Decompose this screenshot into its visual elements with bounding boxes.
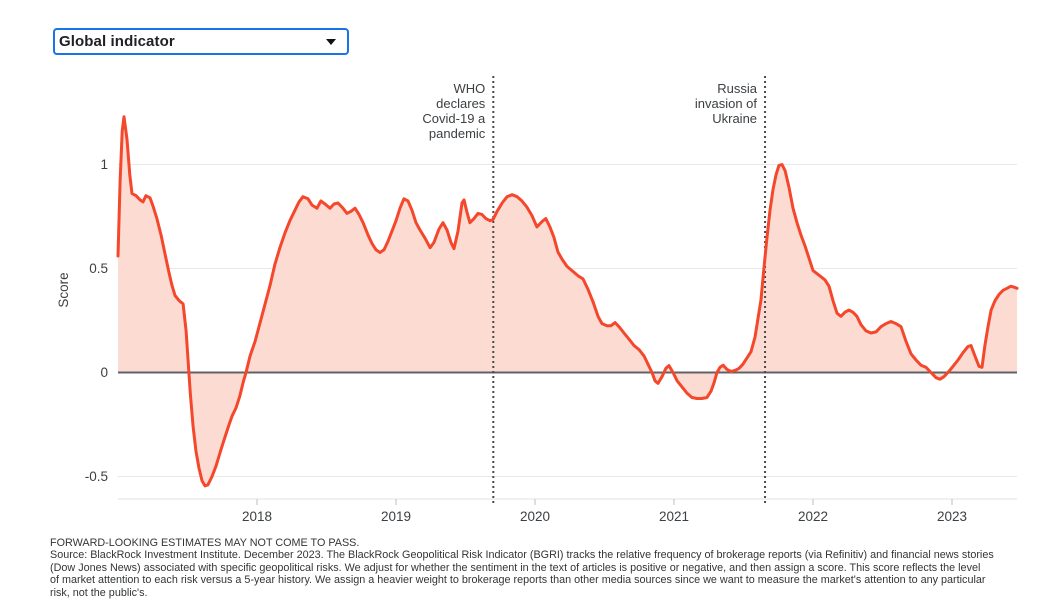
footnote-source-line-2: (Dow Jones News) associated with specifi… xyxy=(50,561,981,574)
x-tick-label: 2023 xyxy=(937,509,967,524)
chart-footnote: FORWARD-LOOKING ESTIMATES MAY NOT COME T… xyxy=(50,537,1040,599)
y-tick-label: 1 xyxy=(100,157,108,172)
chevron-down-icon xyxy=(326,38,336,45)
bgri-chart-svg: WHO declares Covid-19 a pandemic Russia invas… xyxy=(56,76,1019,524)
bgri-line xyxy=(116,115,1019,488)
y-axis-title: Score xyxy=(56,272,71,307)
x-tick-label: 2022 xyxy=(798,509,828,524)
annotation-0: WHO declares Covid-19 a pandemic xyxy=(422,81,486,141)
indicator-dropdown[interactable]: Global indicator xyxy=(53,28,349,55)
annotation-1: Russia invasion of Ukraine xyxy=(695,81,758,126)
x-tick-label: 2021 xyxy=(659,509,689,524)
footnote-source-line-1: Source: BlackRock Investment Institute. … xyxy=(50,549,994,562)
x-tick-label: 2018 xyxy=(242,509,272,524)
indicator-dropdown-value: Global indicator xyxy=(59,33,175,50)
x-tick-label: 2019 xyxy=(381,509,411,524)
bgri-chart: WHO declares Covid-19 a pandemic Russia invas… xyxy=(56,76,1019,524)
y-tick-label: 0.5 xyxy=(89,261,108,276)
footnote-source-line-3: of market attention to each risk versus … xyxy=(50,574,986,587)
x-tick-label: 2020 xyxy=(520,509,550,524)
footnote-disclaimer: FORWARD-LOOKING ESTIMATES MAY NOT COME T… xyxy=(50,537,360,549)
y-tick-label: -0.5 xyxy=(85,469,108,484)
bgri-area-fill xyxy=(118,116,1018,486)
footnote-source-line-4: risk, not the public's. xyxy=(50,586,148,599)
y-tick-label: 0 xyxy=(100,365,108,380)
